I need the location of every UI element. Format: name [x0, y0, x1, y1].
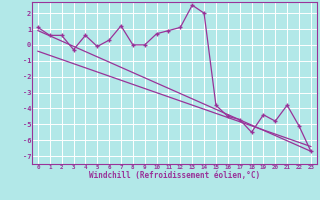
X-axis label: Windchill (Refroidissement éolien,°C): Windchill (Refroidissement éolien,°C)	[89, 171, 260, 180]
